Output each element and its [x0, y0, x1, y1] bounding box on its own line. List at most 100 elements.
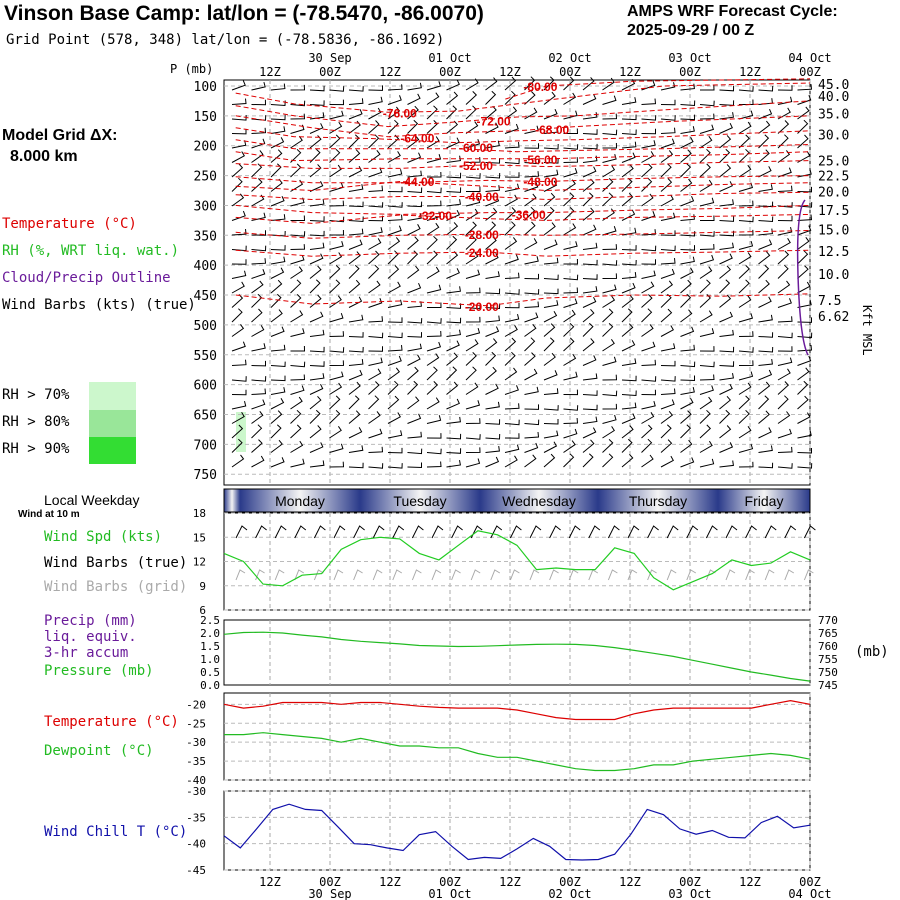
- precip-tick-4: 0.5: [200, 666, 220, 679]
- wind-barb: [290, 328, 305, 337]
- wind-barb: [426, 266, 440, 279]
- wind-barb: [485, 140, 500, 149]
- page-title: Vinson Base Camp: lat/lon = (-78.5470, -…: [4, 2, 484, 25]
- wind-barb: [348, 264, 360, 279]
- wind-barb: [407, 283, 422, 294]
- wind-barb: [797, 317, 812, 323]
- top-date-0: 30 Sep: [308, 51, 351, 65]
- wind-barb: [426, 222, 440, 236]
- wind-barb: [290, 345, 306, 352]
- wind-barb: [485, 366, 497, 381]
- wind-barb: [699, 266, 713, 279]
- bottom-hour-1: 00Z: [319, 875, 341, 889]
- wind-barb: [446, 398, 460, 410]
- wind-barb: [309, 265, 322, 279]
- wind-barb: [270, 439, 283, 453]
- dewpoint-line: [224, 732, 811, 772]
- wind-barb: [504, 106, 518, 120]
- wind-barb: [641, 389, 657, 396]
- wind-barb: [543, 453, 556, 468]
- wind-barb: [407, 119, 419, 134]
- wind-barb: [329, 121, 343, 134]
- wind-barb: [407, 396, 420, 410]
- bottom-hour-9: 00Z: [799, 875, 821, 889]
- isotherm-14: [235, 249, 811, 257]
- wind-barb: [407, 170, 422, 178]
- wind-barb: [758, 251, 771, 265]
- wind-barb: [680, 245, 695, 251]
- temperature-line: [223, 699, 811, 721]
- wind-barb: [621, 453, 634, 468]
- wind-barb: [738, 331, 754, 337]
- wind-barb: [251, 280, 264, 294]
- wind-barb: [797, 380, 809, 395]
- wind-barb: [563, 405, 579, 411]
- height-tick-7: 17.5: [818, 204, 849, 219]
- wind-barb: [407, 213, 422, 221]
- wind-barb: [387, 463, 403, 469]
- wind-barb: [426, 284, 442, 294]
- wind-barb: [680, 439, 693, 453]
- wind-barb: [231, 259, 247, 265]
- wind-barb: [582, 355, 597, 366]
- wind-barb: [582, 338, 595, 352]
- isotherm-label-12: -32.00: [418, 209, 452, 223]
- wind-barb: [543, 143, 559, 150]
- wind-barb: [719, 460, 734, 468]
- wind-barb: [641, 359, 657, 366]
- wind-barb: [465, 269, 481, 279]
- surface-barb: [255, 525, 267, 539]
- wind-barb: [466, 186, 481, 192]
- temp-tick--35: -35: [186, 755, 206, 768]
- wind-barb: [368, 202, 384, 208]
- wind-barb: [251, 308, 263, 323]
- wind-barb: [348, 359, 364, 366]
- wind-barb: [758, 85, 774, 92]
- wind-barb: [485, 433, 501, 440]
- wind-barb: [231, 163, 244, 178]
- wind-barb: [660, 439, 673, 453]
- wind-barb: [270, 163, 282, 178]
- wind-barb: [485, 315, 500, 323]
- wind-barb: [251, 439, 263, 453]
- wind-barb: [777, 316, 793, 323]
- wind-barb: [348, 369, 363, 381]
- wind-barb: [563, 309, 576, 323]
- weekday-band-5: [718, 489, 810, 512]
- wind-barb: [368, 395, 380, 410]
- wind-barb: [504, 172, 520, 178]
- wind-barb: [738, 216, 754, 223]
- wind-barb: [641, 229, 657, 236]
- wind-barb: [387, 169, 403, 178]
- pressure-tick-150: 150: [194, 110, 217, 125]
- wind-barb: [348, 184, 364, 192]
- wind-barb: [231, 400, 247, 410]
- wind-barb: [621, 192, 634, 207]
- wind-barb: [504, 444, 520, 453]
- wind-barb: [309, 199, 325, 207]
- wind-barb: [290, 385, 305, 395]
- wind-barb: [602, 226, 617, 236]
- wind-barb: [231, 80, 246, 91]
- wind-barb: [797, 237, 810, 250]
- wind-barb: [524, 171, 540, 178]
- wind-barb: [368, 120, 380, 134]
- wind-barb: [407, 318, 423, 324]
- wind-barb: [387, 225, 402, 236]
- wind-chill-line: [223, 803, 811, 861]
- wind-barb: [446, 199, 461, 207]
- wind-barb: [563, 287, 579, 294]
- wind-barb: [777, 167, 792, 178]
- wind-barb: [368, 185, 384, 192]
- temp-tick--25: -25: [186, 717, 206, 730]
- wind-barb: [602, 308, 614, 323]
- height-tick-0: 45.0: [818, 78, 849, 93]
- wind-barb: [426, 81, 442, 91]
- wind-barb: [543, 288, 559, 295]
- height-tick-9: 12.5: [818, 245, 849, 260]
- wind-barb: [485, 196, 500, 207]
- wind-barb: [582, 224, 597, 236]
- isotherm-label-13: -28.00: [465, 228, 499, 242]
- isotherm-label-3: -68.00: [535, 123, 569, 137]
- wind-barb: [660, 212, 676, 221]
